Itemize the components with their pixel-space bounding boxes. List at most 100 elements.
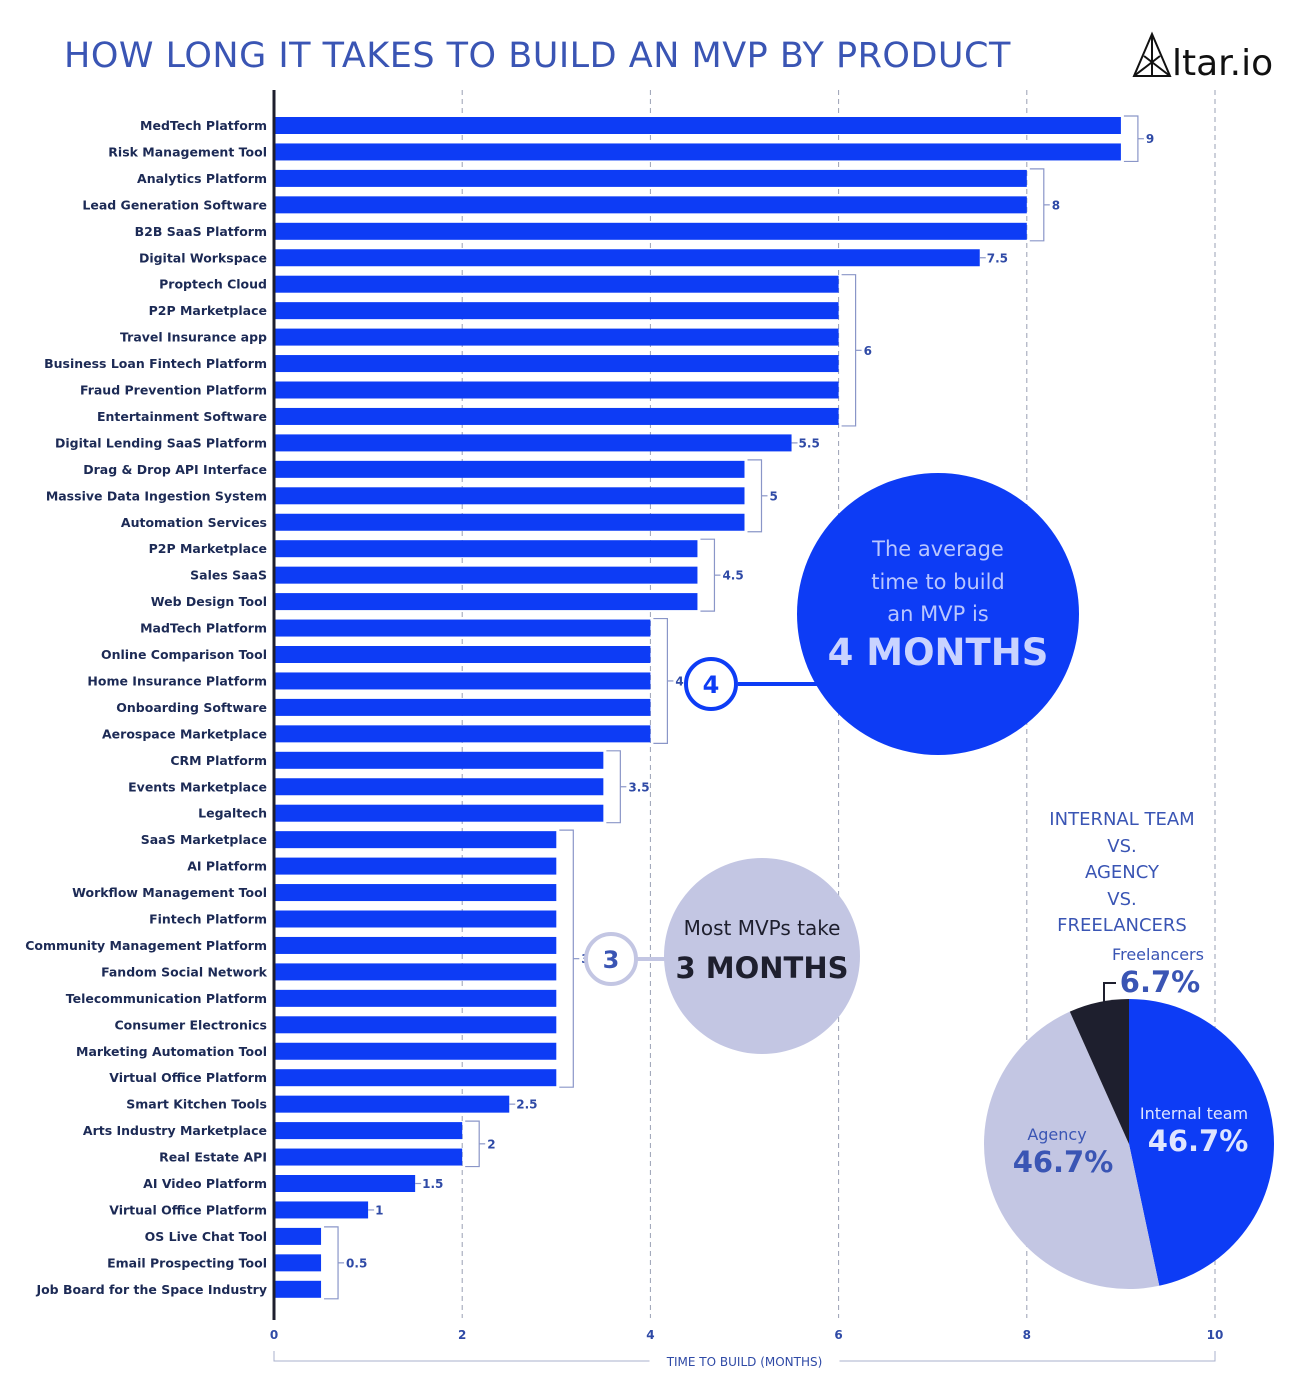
bar-category-label: Fraud Prevention Platform bbox=[80, 383, 267, 398]
group-value-label: 1 bbox=[375, 1203, 383, 1217]
bar-category-label: Onboarding Software bbox=[116, 700, 267, 715]
bar bbox=[274, 513, 745, 531]
internal-label: Internal team bbox=[1140, 1104, 1248, 1123]
bar-category-label: SaaS Marketplace bbox=[141, 832, 267, 847]
bar bbox=[274, 487, 745, 505]
bar-category-label: AI Platform bbox=[187, 859, 267, 874]
bar-category-label: Fandom Social Network bbox=[101, 964, 268, 979]
group-brackets: 9 8 7.5 6 5.5 5 4.5 4 3.5 3 2.5 2 1.5 1 0.5 bbox=[324, 115, 1154, 1300]
bar bbox=[274, 169, 1027, 187]
bar-category-label: Fintech Platform bbox=[149, 912, 267, 927]
group-value-label: 2.5 bbox=[516, 1098, 537, 1112]
bar-category-label: Legaltech bbox=[198, 806, 267, 821]
pie-chart bbox=[983, 999, 1275, 1290]
bar bbox=[274, 1069, 557, 1087]
bar-category-label: Sales SaaS bbox=[190, 568, 267, 583]
internal-value: 46.7% bbox=[1148, 1124, 1249, 1158]
bar-category-label: Massive Data Ingestion System bbox=[46, 488, 267, 503]
pie-title-line-1: INTERNAL TEAM bbox=[1049, 809, 1194, 830]
bar-category-label: Marketing Automation Tool bbox=[76, 1044, 267, 1059]
x-axis-title: TIME TO BUILD (MONTHS) bbox=[666, 1355, 823, 1369]
pie-title-line-3: AGENCY bbox=[1085, 862, 1160, 883]
bar-category-label: Real Estate API bbox=[159, 1150, 267, 1165]
bar bbox=[274, 884, 557, 902]
pie-slice-agency bbox=[983, 1011, 1160, 1290]
bar-category-label: OS Live Chat Tool bbox=[145, 1229, 267, 1244]
group-value-label: 1.5 bbox=[422, 1177, 443, 1191]
altar-logo: ltar.io bbox=[1132, 31, 1273, 84]
bar-category-label: Entertainment Software bbox=[97, 409, 267, 424]
group-bracket bbox=[700, 538, 716, 612]
bar-category-label: Job Board for the Space Industry bbox=[35, 1282, 267, 1297]
bar bbox=[274, 540, 698, 558]
average-marker bbox=[684, 657, 738, 711]
agency-value: 46.7% bbox=[1013, 1145, 1114, 1179]
bar-category-label: P2P Marketplace bbox=[149, 303, 267, 318]
bar-category-label: MadTech Platform bbox=[140, 621, 267, 636]
bar bbox=[274, 672, 651, 690]
bar-category-label: P2P Marketplace bbox=[149, 541, 267, 556]
bar bbox=[274, 1175, 416, 1192]
bar bbox=[274, 302, 839, 320]
bar bbox=[274, 566, 698, 584]
agency-label: Agency bbox=[1027, 1125, 1086, 1144]
bar-category-label: Automation Services bbox=[121, 515, 267, 530]
bar bbox=[274, 196, 1027, 214]
group-bracket bbox=[1123, 115, 1139, 163]
bar bbox=[274, 857, 557, 875]
group-bracket bbox=[324, 1226, 339, 1300]
bar-category-label: Events Marketplace bbox=[128, 779, 267, 794]
group-value-label: 9 bbox=[1146, 132, 1154, 146]
bar-category-label: Home Insurance Platform bbox=[87, 673, 267, 688]
bar-category-label: Smart Kitchen Tools bbox=[126, 1097, 267, 1112]
category-labels: MedTech Platform Risk Management Tool Anal… bbox=[25, 118, 267, 1297]
bar bbox=[274, 725, 651, 743]
group-bracket bbox=[465, 1120, 480, 1168]
svg-text:ltar.io: ltar.io bbox=[1172, 43, 1273, 84]
bar bbox=[274, 1280, 322, 1298]
pie-labels: Freelancers 6.7% Internal team 46.7% Age… bbox=[1013, 945, 1249, 1179]
bar-category-label: Business Loan Fintech Platform bbox=[44, 356, 267, 371]
average-line-2: time to build bbox=[871, 570, 1005, 594]
bars bbox=[274, 117, 1121, 1298]
bar bbox=[274, 804, 604, 822]
bar bbox=[274, 381, 839, 399]
bar bbox=[274, 249, 980, 267]
bar-category-label: Web Design Tool bbox=[151, 594, 267, 609]
most-marker-label: 3 bbox=[603, 946, 620, 974]
bar bbox=[274, 1042, 557, 1060]
bar-category-label: Aerospace Marketplace bbox=[102, 726, 267, 741]
x-axis: 0 2 4 6 8 10 TIME TO BUILD (MONTHS) bbox=[270, 90, 1223, 1370]
bar bbox=[274, 275, 839, 293]
bar bbox=[274, 1201, 369, 1219]
average-line-1: The average bbox=[871, 537, 1004, 561]
group-bracket bbox=[841, 274, 857, 427]
pie-slice-internal bbox=[1129, 999, 1275, 1286]
bar-category-label: Email Prospecting Tool bbox=[107, 1255, 267, 1270]
x-tick-label: 6 bbox=[834, 1328, 842, 1342]
bar-category-label: Risk Management Tool bbox=[108, 144, 267, 159]
bar-category-label: Consumer Electronics bbox=[115, 1017, 268, 1032]
bar-category-label: Telecommunication Platform bbox=[66, 991, 267, 1006]
bar bbox=[274, 355, 839, 373]
group-value-label: 4 bbox=[675, 674, 683, 688]
group-value-label: 5.5 bbox=[799, 436, 820, 450]
most-line: Most MVPs take bbox=[684, 916, 841, 940]
bar-category-label: Workflow Management Tool bbox=[72, 885, 267, 900]
bar bbox=[274, 778, 604, 796]
group-value-label: 2 bbox=[487, 1137, 495, 1151]
bar bbox=[274, 328, 839, 346]
group-value-label: 5 bbox=[770, 489, 778, 503]
bar-category-label: Analytics Platform bbox=[137, 171, 267, 186]
group-bracket bbox=[606, 750, 621, 824]
most-bubble bbox=[664, 858, 860, 1054]
bar bbox=[274, 117, 1121, 134]
freelancers-value: 6.7% bbox=[1120, 965, 1200, 999]
pie-title-line-4: VS. bbox=[1107, 889, 1136, 910]
average-emphasis: 4 MONTHS bbox=[828, 631, 1049, 674]
bar bbox=[274, 407, 839, 425]
bar bbox=[274, 593, 698, 611]
bar bbox=[274, 1254, 322, 1272]
bar bbox=[274, 989, 557, 1007]
